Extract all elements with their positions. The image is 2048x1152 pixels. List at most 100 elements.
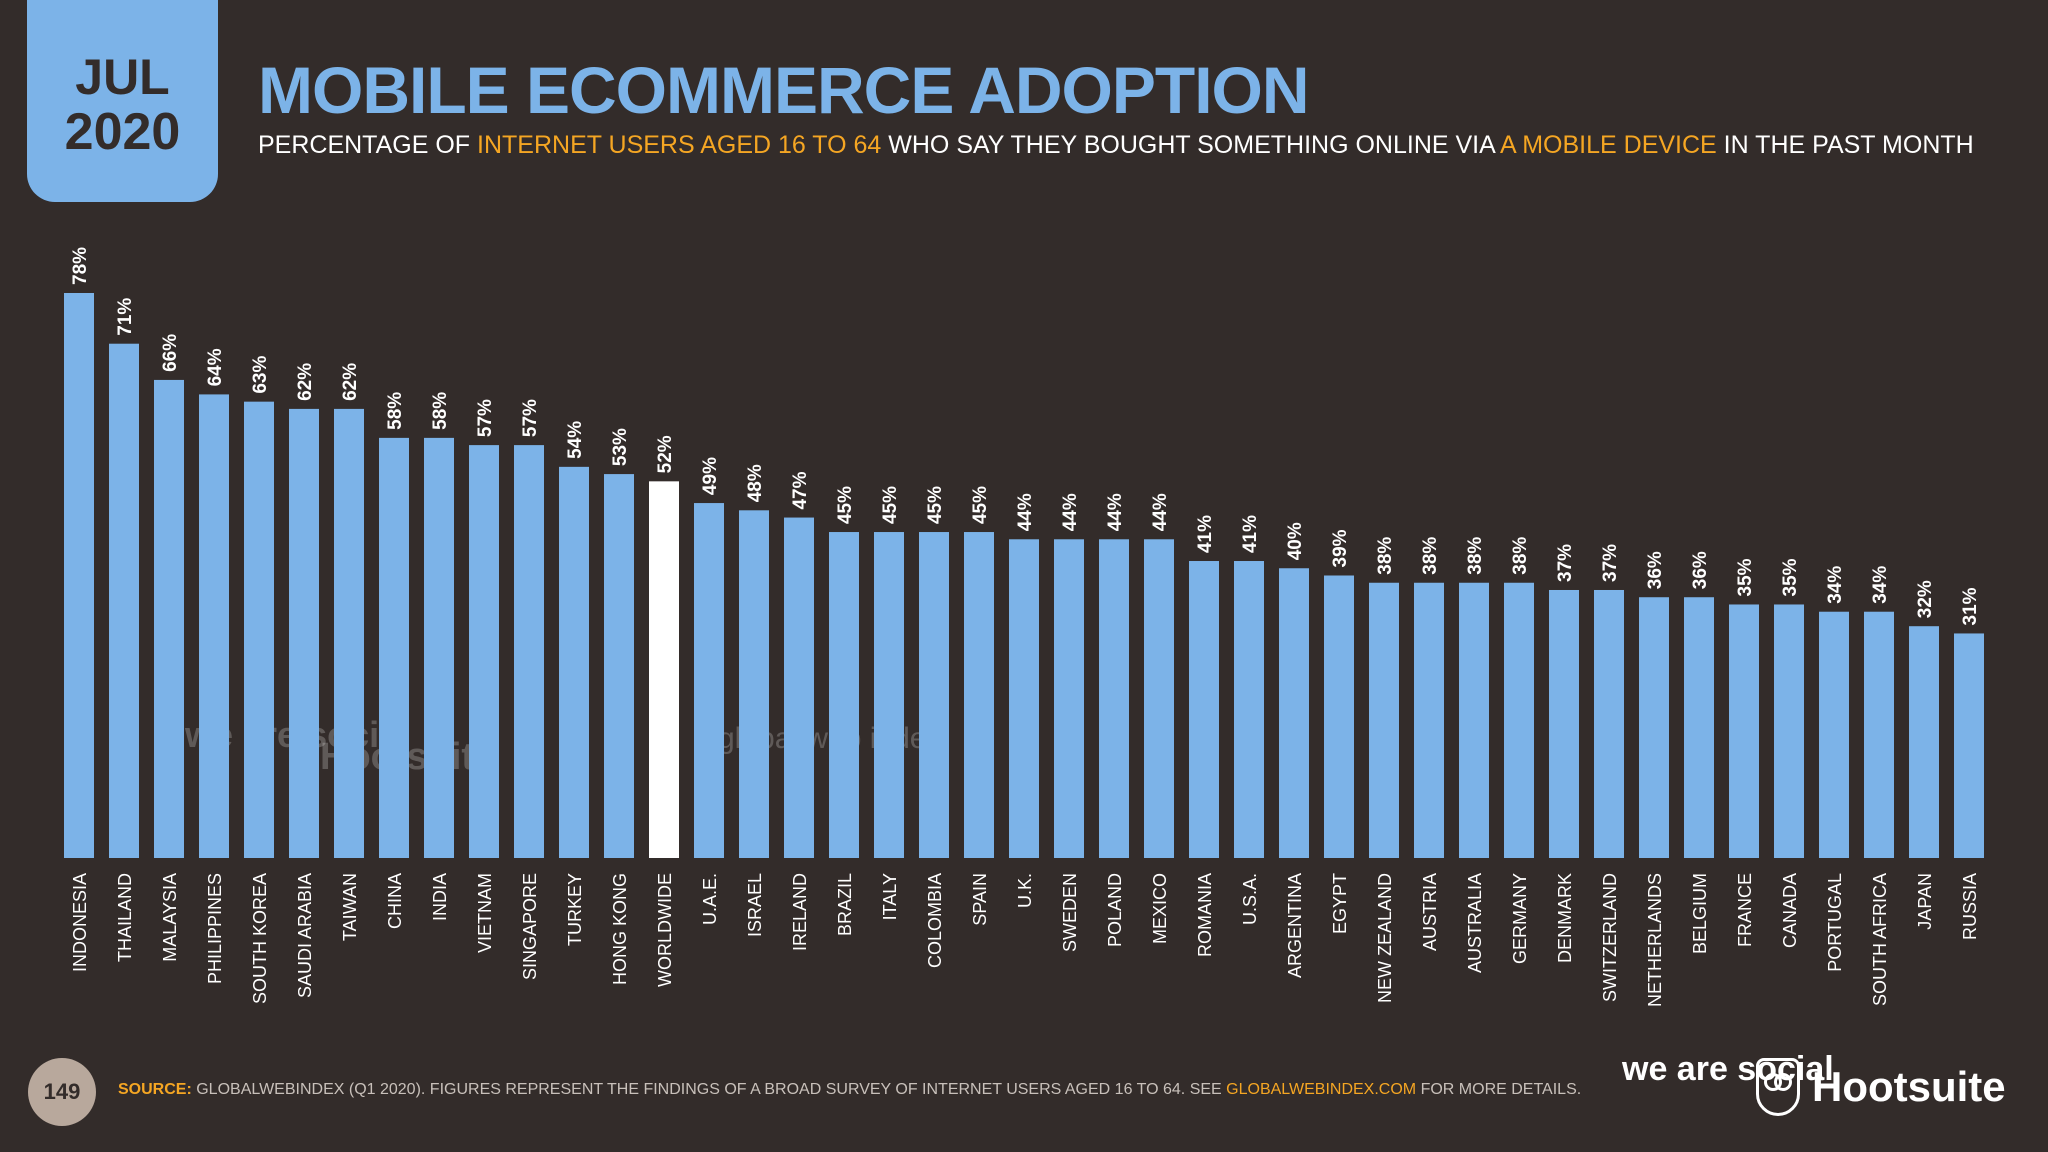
value-label: 35%: [1735, 558, 1756, 596]
bar-canada: [1774, 604, 1804, 858]
bar-argentina: [1279, 568, 1309, 858]
value-label: 62%: [340, 363, 361, 401]
category-label: AUSTRALIA: [1465, 873, 1485, 973]
bar-u-k-: [1009, 539, 1039, 858]
source-link[interactable]: GLOBALWEBINDEX.COM: [1226, 1081, 1417, 1098]
bar-south-africa: [1864, 611, 1894, 858]
category-label: EGYPT: [1330, 873, 1350, 934]
category-label: ISRAEL: [745, 873, 765, 937]
value-label: 54%: [565, 421, 586, 459]
category-label: ROMANIA: [1195, 873, 1215, 957]
bar-worldwide: [649, 481, 679, 858]
value-label: 53%: [610, 428, 631, 466]
category-label: NETHERLANDS: [1645, 873, 1665, 1007]
bar-indonesia: [64, 293, 94, 858]
bar-australia: [1459, 582, 1489, 858]
category-label: INDIA: [430, 873, 450, 921]
bar-saudi-arabia: [289, 408, 319, 858]
category-label: ITALY: [880, 873, 900, 920]
bar-colombia: [919, 532, 949, 858]
bar-russia: [1954, 633, 1984, 858]
value-label: 37%: [1555, 544, 1576, 582]
bar-belgium: [1684, 597, 1714, 858]
date-month: JUL: [75, 49, 170, 105]
bar-egypt: [1324, 575, 1354, 858]
category-label: THAILAND: [115, 873, 135, 962]
value-label: 38%: [1375, 537, 1396, 575]
bar-ireland: [784, 517, 814, 858]
category-label: SOUTH AFRICA: [1870, 873, 1890, 1006]
value-label: 58%: [430, 392, 451, 430]
page-subtitle: PERCENTAGE OF INTERNET USERS AGED 16 TO …: [258, 131, 1974, 160]
bar-sweden: [1054, 539, 1084, 858]
value-label: 39%: [1330, 529, 1351, 567]
category-label: JAPAN: [1915, 873, 1935, 930]
category-label: SWITZERLAND: [1600, 873, 1620, 1002]
subtitle-part-1: PERCENTAGE OF: [258, 131, 478, 159]
value-label: 44%: [1060, 493, 1081, 531]
value-label: 38%: [1510, 537, 1531, 575]
category-label: AUSTRIA: [1420, 873, 1440, 951]
category-label: IRELAND: [790, 873, 810, 951]
value-label: 71%: [115, 298, 136, 336]
bar-new-zealand: [1369, 582, 1399, 858]
category-label: U.A.E.: [700, 873, 720, 925]
value-label: 64%: [205, 348, 226, 386]
value-label: 45%: [970, 486, 991, 524]
category-label: CANADA: [1780, 873, 1800, 948]
category-label: PORTUGAL: [1825, 873, 1845, 972]
category-label: VIETNAM: [475, 873, 495, 953]
category-label: MALAYSIA: [160, 873, 180, 962]
owl-icon: [1756, 1058, 1800, 1116]
value-label: 45%: [835, 486, 856, 524]
date-badge: JUL 2020: [27, 0, 218, 202]
category-label: TURKEY: [565, 873, 585, 946]
category-label: SWEDEN: [1060, 873, 1080, 952]
category-label: SAUDI ARABIA: [295, 873, 315, 998]
category-label: ARGENTINA: [1285, 873, 1305, 978]
category-label: POLAND: [1105, 873, 1125, 947]
bar-hong-kong: [604, 474, 634, 858]
value-label: 44%: [1015, 493, 1036, 531]
value-label: 36%: [1690, 551, 1711, 589]
category-label: GERMANY: [1510, 873, 1530, 964]
category-label: U.S.A.: [1240, 873, 1260, 925]
category-label: HONG KONG: [610, 873, 630, 985]
value-label: 34%: [1825, 566, 1846, 604]
category-label: WORLDWIDE: [655, 873, 675, 987]
value-label: 57%: [475, 399, 496, 437]
bar-brazil: [829, 532, 859, 858]
value-label: 38%: [1420, 537, 1441, 575]
category-label: FRANCE: [1735, 873, 1755, 947]
category-label: BELGIUM: [1690, 873, 1710, 954]
category-label: BRAZIL: [835, 873, 855, 936]
page-title: MOBILE ECOMMERCE ADOPTION: [258, 53, 1310, 127]
value-label: 38%: [1465, 537, 1486, 575]
bar-chart: 78% INDONESIA 71% THAILAND 66% MALAYSIA 64% PHI…: [64, 247, 1984, 1007]
bar-turkey: [559, 466, 589, 858]
category-label: SINGAPORE: [520, 873, 540, 980]
source-tail: FOR MORE DETAILS.: [1416, 1081, 1582, 1098]
bar-china: [379, 437, 409, 858]
category-label: INDONESIA: [70, 873, 90, 972]
source-text: GLOBALWEBINDEX (Q1 2020). FIGURES REPRES…: [191, 1081, 1227, 1098]
value-label: 62%: [295, 363, 316, 401]
bar-u-s-a-: [1234, 561, 1264, 858]
bar-switzerland: [1594, 589, 1624, 858]
value-label: 31%: [1960, 587, 1981, 625]
value-label: 41%: [1240, 515, 1261, 553]
value-label: 37%: [1600, 544, 1621, 582]
subtitle-highlight-1: INTERNET USERS AGED 16 TO 64: [477, 131, 882, 159]
value-label: 40%: [1285, 522, 1306, 560]
value-label: 44%: [1105, 493, 1126, 531]
value-label: 52%: [655, 435, 676, 473]
category-label: NEW ZEALAND: [1375, 873, 1395, 1003]
category-label: U.K.: [1015, 873, 1035, 908]
bar-malaysia: [154, 379, 184, 858]
value-label: 34%: [1870, 566, 1891, 604]
hootsuite-logo: Hootsuite: [1756, 1058, 2006, 1116]
subtitle-part-3: IN THE PAST MONTH: [1716, 131, 1974, 159]
category-label: MEXICO: [1150, 873, 1170, 944]
value-label: 44%: [1150, 493, 1171, 531]
category-label: SOUTH KOREA: [250, 873, 270, 1004]
